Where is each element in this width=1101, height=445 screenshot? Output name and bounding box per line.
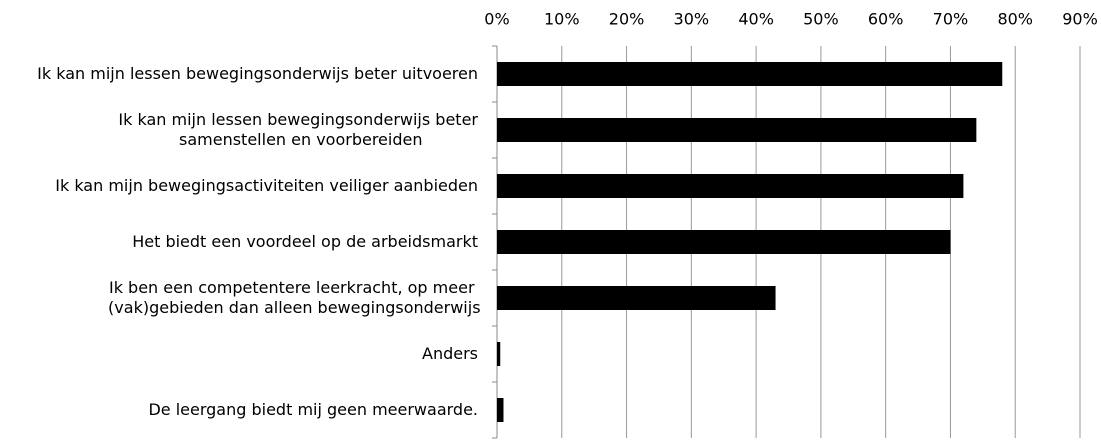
x-tick-label: 10% (544, 10, 580, 29)
x-tick-label: 80% (997, 10, 1033, 29)
y-tick-label: Ik ben een competentere leerkracht, op m… (103, 278, 481, 317)
label-line: (vak)gebieden dan alleen bewegingsonderw… (103, 298, 481, 317)
y-tick-label: Het biedt een voordeel op de arbeidsmark… (132, 232, 478, 251)
x-tick-label: 40% (738, 10, 774, 29)
y-tick-label: Anders (422, 344, 478, 363)
label-line: Anders (422, 344, 478, 363)
label-line: samenstellen en voorbereiden (174, 130, 423, 149)
bar (497, 230, 951, 254)
y-tick-label: Ik kan mijn lessen bewegingsonderwijs be… (118, 110, 478, 149)
label-line: Ik kan mijn lessen bewegingsonderwijs be… (118, 110, 478, 129)
x-tick-label: 70% (933, 10, 969, 29)
label-line: De leergang biedt mij geen meerwaarde. (148, 400, 478, 419)
label-line: Ik kan mijn lessen bewegingsonderwijs be… (37, 64, 478, 83)
y-tick-label: Ik kan mijn bewegingsactiviteiten veilig… (55, 176, 478, 195)
x-tick-label: 60% (868, 10, 904, 29)
bar (497, 398, 504, 422)
bar (497, 118, 977, 142)
y-tick-label: De leergang biedt mij geen meerwaarde. (148, 400, 478, 419)
label-line: Ik ben een competentere leerkracht, op m… (109, 278, 475, 297)
x-tick-label: 30% (674, 10, 710, 29)
x-tick-label: 20% (609, 10, 645, 29)
x-tick-label: 0% (484, 10, 509, 29)
bar (497, 174, 964, 198)
bar (497, 62, 1003, 86)
label-line: Ik kan mijn bewegingsactiviteiten veilig… (55, 176, 478, 195)
bar (497, 342, 501, 366)
label-line: Het biedt een voordeel op de arbeidsmark… (132, 232, 478, 251)
x-tick-label: 90% (1062, 10, 1098, 29)
y-tick-label: Ik kan mijn lessen bewegingsonderwijs be… (37, 64, 478, 83)
bar (497, 286, 776, 310)
x-tick-label: 50% (803, 10, 839, 29)
